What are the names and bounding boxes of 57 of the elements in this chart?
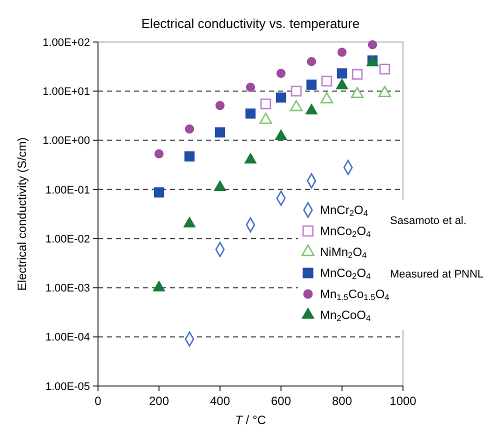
y-tick-label: 1.00E-02: [45, 233, 90, 246]
point: [154, 187, 164, 198]
legend-label: MnCo$_{2}$O$_{4}$: [320, 224, 372, 240]
y-tick-label: 1.00E-03: [45, 282, 90, 295]
point: [152, 280, 166, 292]
x-tick-label: 600: [270, 394, 292, 408]
point: [260, 98, 272, 110]
y-axis-title: Electrical conductivity (S/cm): [15, 137, 29, 291]
y-tick-label: 1.00E-01: [45, 184, 90, 196]
legend-label: Mn$_{1.5}$Co$_{1.5}$O$_{4}$: [320, 287, 390, 303]
annotation: Measured at PNNL: [390, 268, 484, 280]
point: [306, 56, 316, 66]
point: [154, 149, 164, 158]
x-tick-label: 1000: [390, 394, 417, 408]
point: [214, 180, 226, 192]
point: [184, 124, 194, 134]
point: [290, 86, 302, 97]
point: [350, 86, 364, 98]
y-tick-label: 1.00E+02: [42, 36, 90, 49]
point: [306, 80, 317, 90]
annotation: Sasamoto et al.: [390, 214, 466, 227]
point: [379, 64, 390, 75]
point: [244, 152, 257, 164]
point: [183, 216, 196, 228]
point: [368, 40, 378, 50]
point: [352, 68, 363, 80]
y-tick-label: 1.00E-04: [45, 332, 90, 344]
x-axis-title: T / °C: [235, 413, 266, 427]
point: [246, 82, 256, 92]
point: [215, 100, 225, 110]
point: [336, 78, 348, 90]
point: [378, 86, 392, 98]
point: [214, 127, 226, 138]
point: [336, 68, 348, 78]
x-tick-label: 800: [332, 394, 352, 408]
chart-title: Electrical conductivity vs. temperature: [141, 16, 360, 31]
point: [184, 151, 195, 162]
y-tick-label: 1.00E+00: [42, 135, 90, 148]
point: [274, 129, 288, 140]
point: [245, 108, 256, 119]
point: [290, 100, 303, 112]
y-tick-label: 1.00E-05: [45, 380, 90, 393]
x-tick-label: 0: [94, 394, 102, 408]
point: [321, 76, 332, 87]
point: [259, 112, 272, 124]
point: [320, 92, 334, 104]
point: [276, 68, 286, 78]
legend-label: MnCo$_{2}$O$_{4}$: [320, 266, 372, 282]
legend-label: Mn$_{2}$CoO$_{4}$: [320, 308, 372, 324]
y-tick-label: 1.00E+01: [42, 86, 90, 98]
x-tick-label: 400: [210, 394, 230, 408]
point: [305, 104, 318, 114]
point: [337, 48, 347, 57]
legend-label: MnCr$_{2}$O$_{4}$: [320, 203, 368, 219]
legend-label: NiMn$_{2}$O$_{4}$: [320, 245, 368, 261]
point: [276, 92, 286, 103]
x-tick-label: 200: [148, 394, 170, 408]
